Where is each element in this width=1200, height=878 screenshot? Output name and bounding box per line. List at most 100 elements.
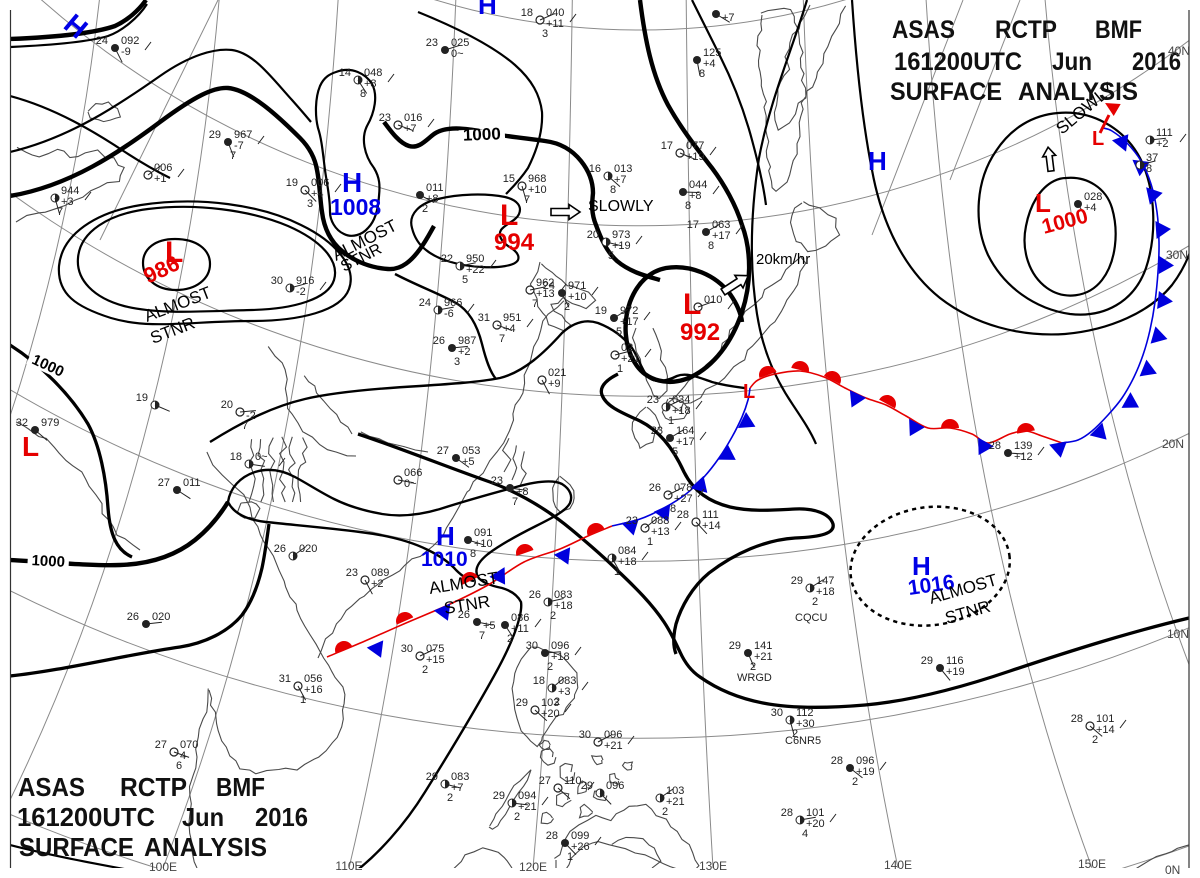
svg-text:+16: +16 <box>304 684 323 696</box>
svg-text:23: 23 <box>379 112 391 124</box>
svg-text:8: 8 <box>1146 163 1152 175</box>
svg-text:+2: +2 <box>1156 138 1169 150</box>
svg-text:+3: +3 <box>558 686 571 698</box>
svg-text:8: 8 <box>685 200 691 212</box>
svg-text:096: 096 <box>606 780 624 792</box>
svg-text:24: 24 <box>543 280 555 292</box>
svg-text:010: 010 <box>704 294 722 306</box>
svg-text:L: L <box>1092 128 1104 150</box>
svg-text:SLOWLY: SLOWLY <box>588 198 654 215</box>
svg-text:-7: -7 <box>234 140 244 152</box>
svg-text:+10: +10 <box>528 184 547 196</box>
svg-text:111: 111 <box>1156 127 1173 139</box>
svg-text:8: 8 <box>610 184 616 196</box>
svg-text:+2: +2 <box>371 578 384 590</box>
svg-text:+14: +14 <box>702 520 721 532</box>
svg-text:+20: +20 <box>541 708 560 720</box>
svg-text:+8: +8 <box>689 190 702 202</box>
svg-text:094: 094 <box>518 790 536 802</box>
svg-text:8: 8 <box>670 503 676 515</box>
svg-text:19: 19 <box>595 305 607 317</box>
svg-text:+11: +11 <box>511 623 529 635</box>
svg-text:+21: +21 <box>754 651 773 663</box>
svg-text:-6: -6 <box>444 308 454 320</box>
svg-text:161200UTC: 161200UTC <box>894 48 1022 76</box>
svg-text:950: 950 <box>466 253 484 265</box>
svg-text:17: 17 <box>687 219 699 231</box>
svg-text:1: 1 <box>647 536 653 548</box>
svg-text:29: 29 <box>426 771 438 783</box>
svg-text:+21: +21 <box>518 801 537 813</box>
svg-text:18: 18 <box>533 675 545 687</box>
svg-text:1: 1 <box>614 566 620 578</box>
svg-text:24: 24 <box>419 297 431 309</box>
svg-text:+10: +10 <box>568 291 587 303</box>
svg-text:+2: +2 <box>458 346 471 358</box>
svg-text:103: 103 <box>541 697 559 709</box>
svg-text:29: 29 <box>209 129 221 141</box>
svg-text:23: 23 <box>626 515 638 527</box>
svg-text:23: 23 <box>346 567 358 579</box>
svg-text:100E: 100E <box>149 860 177 874</box>
svg-text:096: 096 <box>604 729 622 741</box>
svg-text:994: 994 <box>494 229 535 256</box>
svg-text:26: 26 <box>274 543 286 555</box>
svg-text:22: 22 <box>441 253 453 265</box>
svg-text:103: 103 <box>666 785 684 797</box>
svg-text:053: 053 <box>462 445 480 457</box>
svg-text:8: 8 <box>708 240 714 252</box>
svg-text:+26: +26 <box>571 841 590 853</box>
svg-text:-2: -2 <box>246 410 256 422</box>
svg-text:0~: 0~ <box>404 478 417 490</box>
svg-text:2: 2 <box>554 696 560 708</box>
svg-text:111: 111 <box>702 509 719 521</box>
svg-text:ASAS: ASAS <box>18 772 85 802</box>
svg-text:+21: +21 <box>666 796 685 808</box>
svg-text:20: 20 <box>221 399 233 411</box>
svg-text:+18: +18 <box>554 600 573 612</box>
svg-text:H: H <box>436 521 455 551</box>
svg-text:139: 139 <box>1014 440 1032 452</box>
svg-text:979: 979 <box>41 417 59 429</box>
svg-text:083: 083 <box>558 675 576 687</box>
svg-text:0~: 0~ <box>255 451 268 463</box>
svg-text:+8: +8 <box>516 486 529 498</box>
svg-text:+8: +8 <box>426 193 439 205</box>
svg-text:37: 37 <box>1146 152 1158 164</box>
svg-text:011: 011 <box>183 477 201 489</box>
svg-text:096: 096 <box>856 755 874 767</box>
svg-text:7: 7 <box>230 150 236 162</box>
svg-text:28: 28 <box>831 755 843 767</box>
svg-text:+18: +18 <box>672 405 691 417</box>
svg-text:27: 27 <box>539 775 551 787</box>
svg-text:+4: +4 <box>703 58 716 70</box>
svg-text:1: 1 <box>617 363 623 375</box>
svg-text:7: 7 <box>499 333 505 345</box>
svg-text:8: 8 <box>360 88 366 100</box>
svg-text:5: 5 <box>462 274 468 286</box>
svg-text:116: 116 <box>946 655 964 667</box>
svg-text:2016: 2016 <box>1132 48 1181 76</box>
svg-text:+12: +12 <box>1014 451 1033 463</box>
svg-text:ANALYSIS: ANALYSIS <box>1018 78 1138 106</box>
svg-text:2: 2 <box>507 633 513 645</box>
svg-text:27: 27 <box>158 477 170 489</box>
svg-text:WRGD: WRGD <box>737 672 772 684</box>
svg-text:30: 30 <box>771 707 783 719</box>
svg-text:5: 5 <box>616 326 622 338</box>
svg-text:5: 5 <box>608 250 614 262</box>
svg-text:18: 18 <box>521 7 533 19</box>
svg-text:23: 23 <box>651 425 663 437</box>
svg-text:020: 020 <box>152 611 170 623</box>
svg-text:29: 29 <box>493 790 505 802</box>
svg-text:973: 973 <box>612 229 630 241</box>
svg-text:971: 971 <box>568 280 586 292</box>
svg-text:RCTP: RCTP <box>995 16 1057 44</box>
svg-text:29: 29 <box>791 575 803 587</box>
svg-text:8: 8 <box>470 548 476 560</box>
svg-text:CQCU: CQCU <box>795 612 827 624</box>
svg-text:-9: -9 <box>121 46 131 58</box>
svg-text:H: H <box>342 167 362 198</box>
svg-text:-2: -2 <box>296 286 306 298</box>
svg-text:992: 992 <box>680 319 720 346</box>
